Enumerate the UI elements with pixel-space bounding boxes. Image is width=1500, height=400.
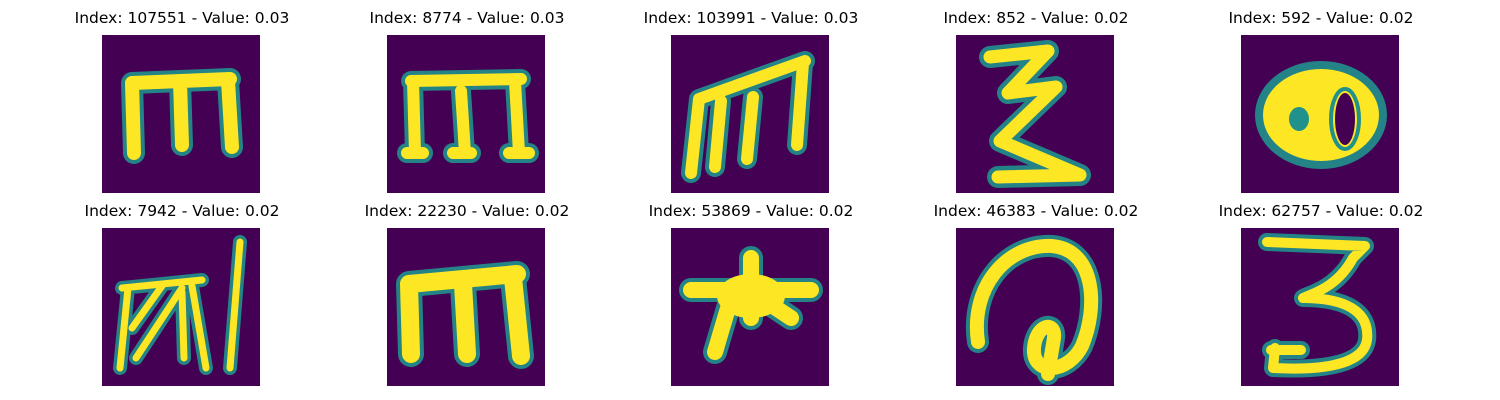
image-thumbnail bbox=[102, 228, 260, 386]
double-blob-icon bbox=[1255, 61, 1387, 169]
image-thumbnail bbox=[671, 228, 829, 386]
panel-title: Index: 103991 - Value: 0.03 bbox=[643, 9, 859, 27]
image-thumbnail bbox=[387, 35, 545, 193]
panel-title: Index: 7942 - Value: 0.02 bbox=[84, 202, 280, 220]
panel-8: Index: 53869 - Value: 0.02 bbox=[649, 201, 853, 391]
m-bold-icon bbox=[396, 261, 534, 369]
image-thumbnail bbox=[956, 228, 1114, 386]
m-slanted-icon bbox=[681, 51, 815, 183]
panel-9: Index: 46383 - Value: 0.02 bbox=[934, 201, 1138, 391]
image-thumbnail bbox=[956, 35, 1114, 193]
panel-2: Index: 8774 - Value: 0.03 bbox=[370, 8, 564, 198]
panel-title: Index: 592 - Value: 0.02 bbox=[1228, 9, 1414, 27]
image-thumbnail bbox=[387, 228, 545, 386]
panel-6: Index: 7942 - Value: 0.02 bbox=[85, 201, 279, 391]
image-thumbnail bbox=[1241, 35, 1399, 193]
image-thumbnail bbox=[102, 35, 260, 193]
loop-icon bbox=[965, 235, 1103, 385]
panel-title: Index: 53869 - Value: 0.02 bbox=[648, 202, 854, 220]
panel-title: Index: 46383 - Value: 0.02 bbox=[933, 202, 1139, 220]
panel-5: Index: 592 - Value: 0.02 bbox=[1228, 8, 1414, 198]
star-blob-icon bbox=[679, 246, 823, 364]
panel-title: Index: 8774 - Value: 0.03 bbox=[369, 9, 565, 27]
panel-title: Index: 107551 - Value: 0.03 bbox=[74, 9, 290, 27]
m-tall-icon bbox=[397, 69, 539, 163]
panel-title: Index: 852 - Value: 0.02 bbox=[943, 9, 1129, 27]
image-thumbnail bbox=[1241, 228, 1399, 386]
three-icon bbox=[1258, 233, 1377, 378]
scribble-icon bbox=[113, 235, 247, 375]
zigzag-icon bbox=[979, 40, 1091, 188]
m-wide-icon bbox=[121, 68, 243, 164]
panel-7: Index: 22230 - Value: 0.02 bbox=[365, 201, 569, 391]
panel-10: Index: 62757 - Value: 0.02 bbox=[1219, 201, 1423, 391]
image-thumbnail bbox=[671, 35, 829, 193]
panel-title: Index: 22230 - Value: 0.02 bbox=[364, 202, 570, 220]
panel-1: Index: 107551 - Value: 0.03 bbox=[75, 8, 289, 198]
panel-title: Index: 62757 - Value: 0.02 bbox=[1218, 202, 1424, 220]
panel-3: Index: 103991 - Value: 0.03 bbox=[644, 8, 858, 198]
panel-4: Index: 852 - Value: 0.02 bbox=[943, 8, 1129, 198]
